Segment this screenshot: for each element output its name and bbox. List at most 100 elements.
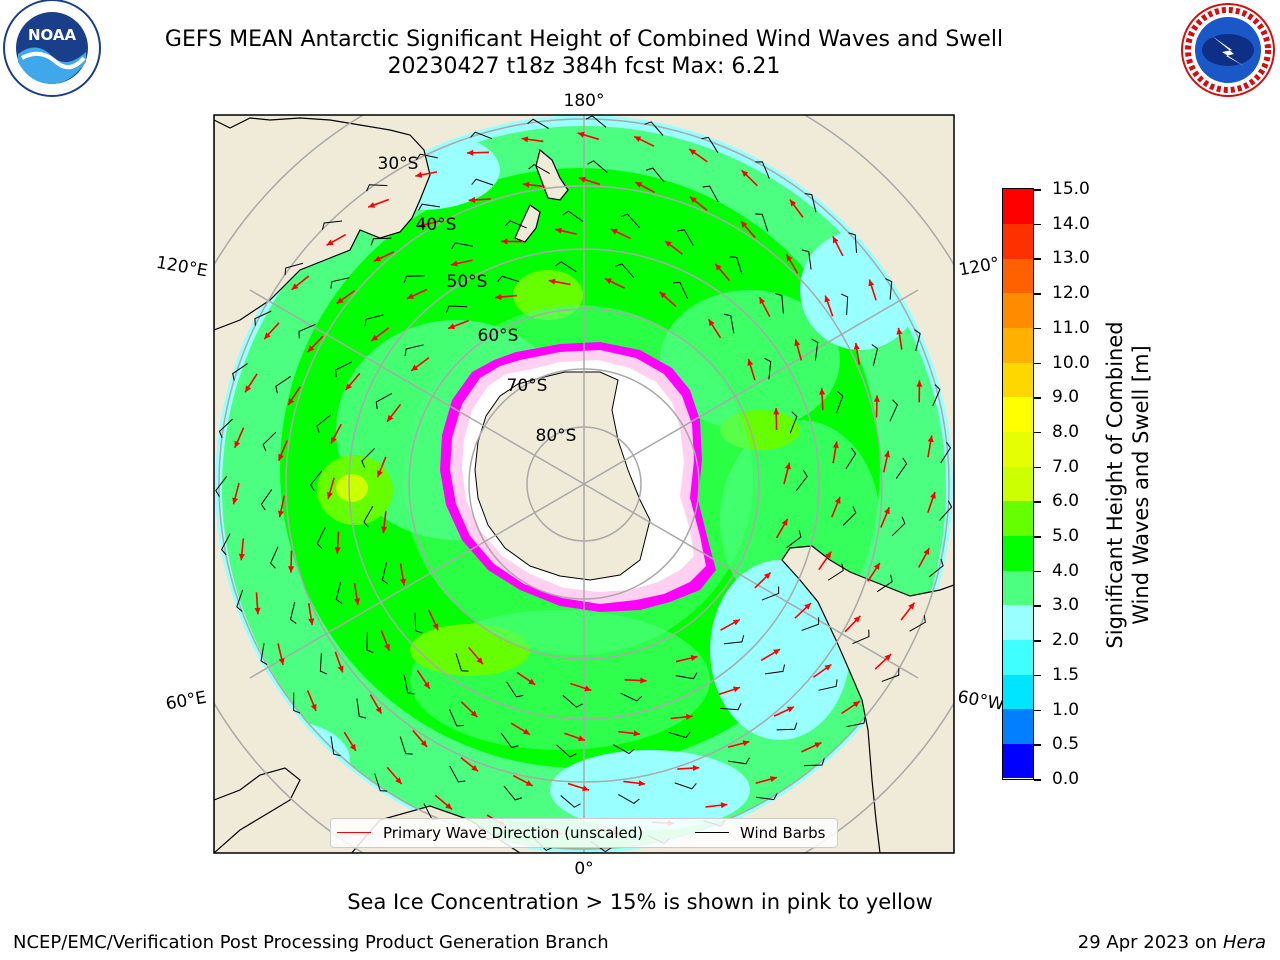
wave-arrow-head (733, 686, 740, 693)
legend-barb-line (695, 832, 729, 833)
colorbar-tick-label: 6.0 (1052, 491, 1080, 512)
wind-barb (587, 160, 608, 173)
footer-host: Hera (1222, 932, 1266, 953)
wind-barb (218, 418, 233, 439)
colorbar-tick-mark (1034, 709, 1041, 712)
wind-barb (500, 732, 519, 749)
colorbar-tick-label: 3.0 (1052, 595, 1080, 616)
colorbar-tick-mark (1034, 293, 1041, 295)
map-frame (213, 114, 955, 854)
wind-barb (445, 305, 468, 313)
wind-barb (527, 118, 549, 129)
lon-label-180: 180° (564, 91, 605, 111)
wave-arrow-head (832, 236, 839, 244)
wind-barb (562, 210, 584, 223)
wind-barb (449, 765, 466, 783)
wave-arrow-head (411, 364, 419, 371)
wave-arrow-head (634, 136, 642, 143)
colorbar-segment (1003, 431, 1033, 467)
wind-barb (939, 500, 953, 521)
wind-barb (528, 164, 550, 174)
wind-barb (811, 338, 819, 361)
legend-barb-label: Wind Barbs (740, 824, 826, 842)
wind-barb (755, 161, 770, 179)
wind-barb (881, 668, 900, 682)
wind-barb (497, 275, 520, 283)
wave-arrow-head (825, 551, 832, 559)
wave-arrow-head (330, 436, 337, 444)
wave-arrow-head (908, 602, 915, 610)
wind-barb (755, 213, 769, 232)
wind-barb (765, 664, 786, 675)
wave-arrow-head (450, 260, 458, 267)
colorbar-tick-mark (1034, 570, 1041, 573)
colorbar-tick-label: 12.0 (1052, 283, 1090, 304)
wind-barb (556, 744, 577, 758)
wind-barb (775, 293, 784, 314)
lat-label-60s: 60°S (478, 326, 519, 346)
wave-arrow-head (689, 196, 697, 204)
colorbar-tick-mark (1034, 397, 1041, 399)
colorbar-tick-label: 15.0 (1052, 179, 1090, 199)
wave-arrow-head (555, 227, 563, 234)
wave-arrow-head (819, 388, 826, 395)
wave-arrow-head (715, 263, 722, 271)
wave-arrow-head (789, 199, 797, 207)
wind-barb (675, 672, 698, 680)
wind-barb (876, 574, 893, 593)
wind-barb (403, 675, 415, 695)
sea-ice-note: Sea Ice Concentration > 15% is shown in … (347, 890, 933, 914)
wave-arrow-head (245, 385, 252, 393)
wave-arrow-head (578, 176, 586, 183)
legend-wave-line (337, 832, 371, 833)
wave-arrow-head (521, 136, 529, 143)
colorbar-tick-mark (1034, 362, 1041, 365)
wind-barb (804, 193, 817, 213)
wave-arrow-head (387, 414, 394, 422)
wind-barb (836, 391, 844, 414)
wave-arrow-head (741, 170, 749, 177)
colorbar-tick-label: 11.0 (1052, 317, 1090, 338)
wave-direction-arrows (232, 131, 936, 836)
wind-barb (895, 457, 908, 479)
wave-arrow-head (896, 327, 903, 335)
wave-arrow-head (584, 685, 592, 692)
wind-barb (871, 344, 879, 367)
colorbar-tick-mark (1034, 744, 1041, 746)
colorbar-segment (1003, 466, 1033, 502)
wave-arrow-head (384, 643, 390, 651)
wind-barb (316, 527, 326, 550)
wind-barb (891, 516, 906, 537)
wave-arrow-head (582, 785, 590, 792)
colorbar-segment (1003, 570, 1033, 606)
colorbar-segment (1003, 674, 1033, 710)
wind-barb (755, 793, 778, 801)
colorbar-tick-mark (1034, 431, 1041, 434)
wave-arrow-head (445, 803, 453, 810)
wave-arrow-head (310, 703, 317, 711)
wind-barb (645, 167, 665, 183)
lat-label-70s: 70°S (507, 376, 548, 396)
wind-barb (321, 220, 343, 230)
colorbar-segment (1003, 604, 1033, 640)
lat-label-50s: 50°S (447, 272, 488, 292)
colorbar-tick-label: 0.5 (1052, 734, 1080, 755)
colorbar-segment (1003, 258, 1033, 294)
wave-arrow-head (930, 491, 936, 499)
wave-arrow-head (853, 343, 860, 350)
wave-arrow-head (786, 706, 794, 713)
wind-barb (728, 757, 750, 765)
colorbar-tick-mark (1034, 501, 1041, 503)
wind-barb (236, 589, 244, 612)
wind-barb (284, 262, 304, 276)
wind-barb (761, 586, 780, 601)
wind-barb (764, 357, 772, 380)
wind-barb (370, 237, 392, 246)
colorbar-tick-label: 7.0 (1052, 456, 1080, 477)
wind-barb (262, 431, 277, 452)
colorbar-tick-mark (1034, 605, 1041, 607)
wind-barb (356, 698, 367, 719)
wave-arrow-head (784, 462, 791, 470)
wind-barb (254, 310, 272, 326)
